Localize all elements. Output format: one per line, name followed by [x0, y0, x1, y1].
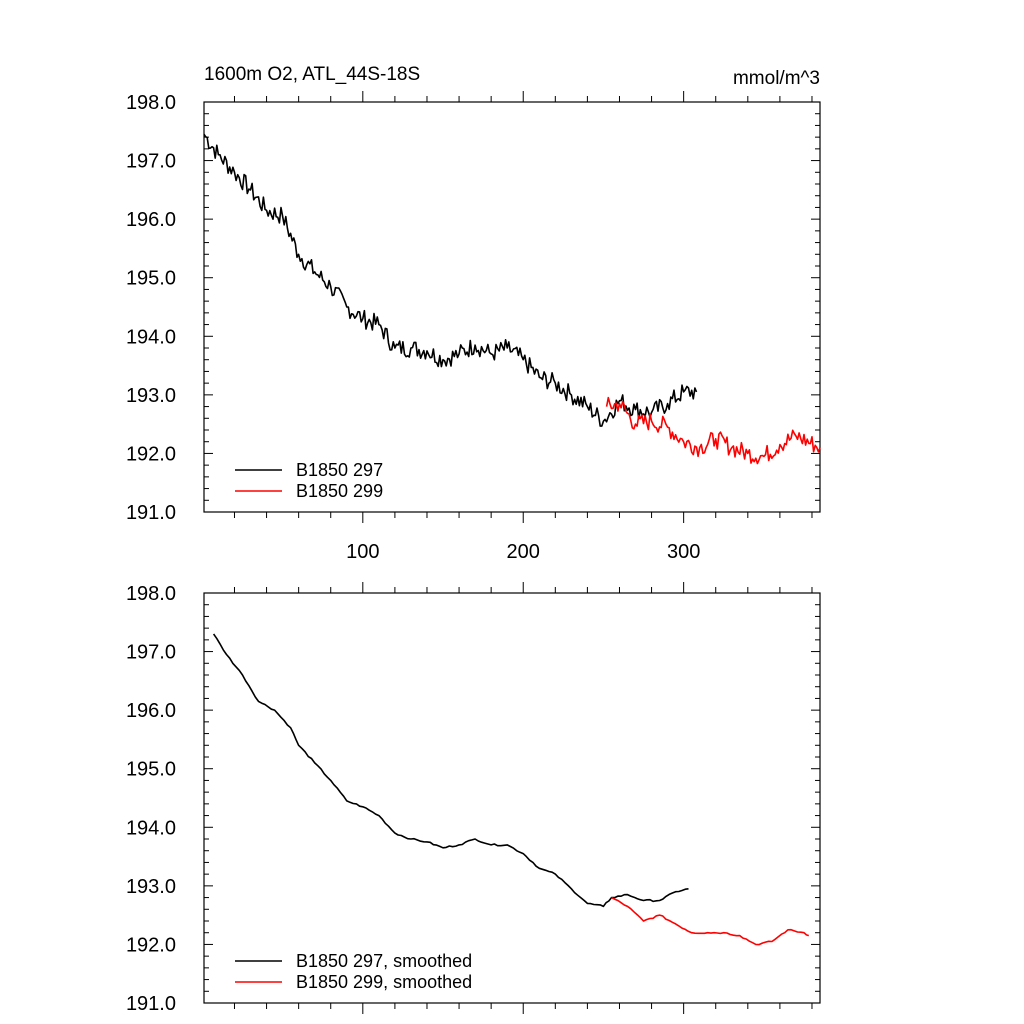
data-series — [212, 633, 810, 946]
y-tick-label: 197.0 — [126, 642, 176, 664]
series-line-b1850-299 — [605, 396, 821, 465]
x-tick-label: 300 — [667, 541, 700, 563]
series-line-b1850-297 — [203, 133, 698, 427]
bottom-panel: 191.0 192.0 193.0 194.0 195.0 196.0 197.0 198.0… — [126, 582, 821, 1015]
top-panel: 1600m O2, ATL_44S-18S mmol/m^3 191.0 192.… — [126, 64, 821, 563]
y-tick-label: 194.0 — [126, 817, 176, 839]
plot-frame — [203, 592, 821, 1004]
y-tick-label: 191.0 — [126, 993, 176, 1015]
legend: B1850 297, smoothed B1850 299, smoothed — [235, 951, 472, 992]
y-tick-label: 195.0 — [126, 268, 176, 290]
x-tick-label: 200 — [507, 541, 540, 563]
y-tick-label: 196.0 — [126, 700, 176, 722]
y-tick-label: 192.0 — [126, 934, 176, 956]
y-tick-label: 195.0 — [126, 759, 176, 781]
y-tick-label: 198.0 — [126, 583, 176, 605]
y-tick-label: 197.0 — [126, 151, 176, 173]
y-tick-label: 191.0 — [126, 502, 176, 524]
legend-label-b1850-299: B1850 299 — [296, 481, 383, 501]
axis-ticks — [204, 91, 820, 523]
y-tick-label: 192.0 — [126, 443, 176, 465]
legend-label-b1850-297: B1850 297 — [296, 460, 383, 480]
series-line-b1850-297-smoothed — [212, 633, 689, 908]
axis-ticks — [204, 582, 820, 1014]
axis-tick-labels: 191.0 192.0 193.0 194.0 195.0 196.0 197.0 198.0… — [126, 92, 700, 563]
y-tick-label: 193.0 — [126, 876, 176, 898]
legend-label-b1850-299-smoothed: B1850 299, smoothed — [296, 972, 472, 992]
y-tick-label: 193.0 — [126, 385, 176, 407]
legend-label-b1850-297-smoothed: B1850 297, smoothed — [296, 951, 472, 971]
plot-frame — [203, 101, 821, 513]
axis-tick-labels: 191.0 192.0 193.0 194.0 195.0 196.0 197.0 198.0 — [126, 583, 176, 1015]
units-label: mmol/m^3 — [733, 68, 820, 89]
data-series — [203, 133, 821, 465]
x-tick-label: 100 — [346, 541, 379, 563]
y-tick-label: 194.0 — [126, 326, 176, 348]
y-tick-label: 196.0 — [126, 209, 176, 231]
chart-title: 1600m O2, ATL_44S-18S — [204, 64, 420, 85]
y-tick-label: 198.0 — [126, 92, 176, 114]
series-line-b1850-299-smoothed — [611, 896, 810, 946]
legend: B1850 297 B1850 299 — [235, 460, 383, 501]
